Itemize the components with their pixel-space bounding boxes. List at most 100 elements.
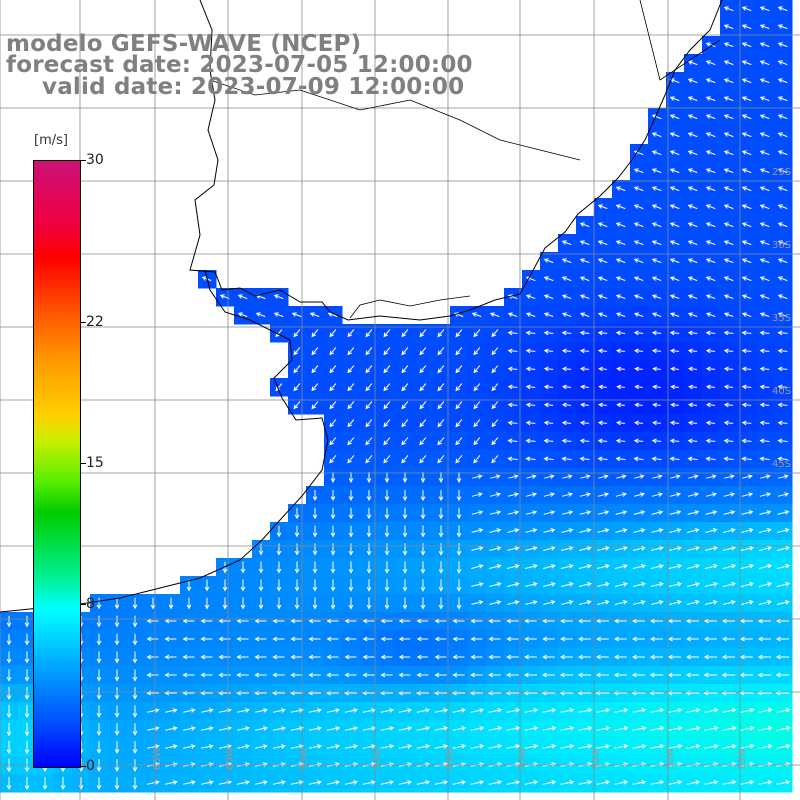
wind-arrow: [705, 114, 716, 120]
wind-arrow: [633, 312, 644, 317]
wind-arrow: [759, 528, 772, 533]
wind-arrow: [312, 597, 318, 610]
wind-arrow: [760, 474, 771, 479]
wind-arrow: [326, 744, 341, 749]
wind-arrow: [723, 258, 734, 264]
wind-arrow: [632, 654, 645, 660]
wind-arrow: [237, 312, 248, 318]
wind-arrow: [723, 402, 734, 408]
wind-arrow: [685, 618, 699, 624]
wind-arrow: [759, 60, 770, 66]
wind-arrow: [596, 636, 609, 642]
wind-arrow: [705, 330, 716, 336]
wind-arrow: [706, 474, 717, 479]
wind-arrow: [686, 582, 701, 587]
wind-arrow: [777, 312, 788, 317]
wind-arrow: [777, 492, 790, 497]
wind-arrow: [777, 60, 788, 66]
wind-arrow: [383, 437, 391, 446]
wind-arrow: [688, 402, 697, 408]
wind-arrow: [183, 744, 196, 749]
wind-arrow: [507, 564, 520, 569]
wind-arrow: [596, 726, 611, 731]
wind-arrow: [777, 24, 788, 30]
wind-arrow: [525, 294, 536, 299]
wind-arrow: [147, 708, 160, 713]
wind-arrow: [615, 528, 628, 533]
wind-arrow: [471, 546, 484, 551]
wind-arrow: [24, 776, 30, 791]
wind-arrow: [757, 654, 772, 660]
wind-arrow: [524, 654, 537, 660]
wind-arrow: [96, 651, 102, 664]
wind-arrow: [560, 708, 575, 713]
wind-arrow: [775, 618, 789, 624]
wind-arrow: [420, 507, 426, 520]
wind-arrow: [326, 618, 339, 624]
wind-arrow: [330, 597, 336, 610]
wind-arrow: [455, 401, 463, 410]
wind-arrow: [758, 725, 773, 731]
wind-arrow: [473, 365, 481, 374]
wind-arrow: [597, 240, 608, 246]
wind-arrow: [759, 24, 770, 30]
wind-arrow: [380, 618, 393, 624]
wind-arrow: [651, 186, 662, 192]
wind-arrow: [114, 687, 120, 700]
wind-arrow: [291, 708, 304, 713]
wind-arrow: [776, 743, 791, 749]
wind-arrow: [114, 705, 120, 718]
wind-arrow: [650, 726, 665, 731]
wind-arrow: [507, 366, 518, 372]
wind-arrow: [615, 438, 626, 444]
wind-arrow: [615, 276, 626, 281]
wind-arrow: [419, 383, 427, 392]
wind-arrow: [759, 276, 770, 282]
wind-arrow: [614, 744, 629, 749]
wind-arrow: [182, 636, 195, 642]
wind-arrow: [525, 348, 536, 354]
wind-arrow: [542, 618, 555, 624]
wind-arrow: [438, 472, 444, 483]
wind-arrow: [329, 401, 337, 410]
wind-arrow: [384, 507, 390, 520]
wind-arrow: [633, 294, 644, 299]
wind-arrow: [308, 744, 323, 749]
wind-arrow: [330, 490, 336, 502]
wind-arrow: [419, 347, 427, 356]
wind-arrow: [308, 618, 321, 624]
wind-arrow: [723, 420, 734, 426]
wind-arrow: [667, 672, 682, 678]
wind-arrow: [348, 543, 354, 556]
wind-arrow: [150, 597, 156, 610]
wind-arrow: [312, 490, 318, 502]
wind-arrow: [668, 636, 681, 642]
wind-arrow: [254, 672, 267, 678]
wind-arrow: [273, 312, 284, 318]
wind-arrow: [114, 669, 120, 682]
wind-arrow: [420, 579, 426, 592]
wind-arrow: [434, 618, 447, 624]
wind-arrow: [579, 330, 590, 336]
wind-arrow: [383, 347, 391, 356]
wind-arrow: [633, 528, 646, 533]
wind-arrow: [96, 723, 102, 736]
wind-arrow: [687, 222, 698, 228]
wind-arrow: [651, 132, 662, 138]
wind-arrow: [471, 492, 483, 497]
wind-arrow: [473, 329, 481, 338]
wind-arrow: [401, 401, 409, 410]
wind-arrow: [294, 543, 300, 556]
wind-arrow: [740, 707, 755, 713]
wind-arrow: [255, 726, 268, 731]
wind-arrow: [240, 561, 246, 574]
wind-arrow: [741, 96, 752, 102]
wind-arrow: [632, 582, 646, 587]
wind-arrow: [452, 708, 467, 713]
wind-arrow: [670, 366, 679, 372]
wind-arrow: [218, 672, 231, 678]
wind-arrow: [704, 563, 719, 570]
wind-arrow: [490, 474, 501, 479]
wind-arrow: [182, 618, 195, 624]
wind-arrow: [705, 96, 716, 102]
